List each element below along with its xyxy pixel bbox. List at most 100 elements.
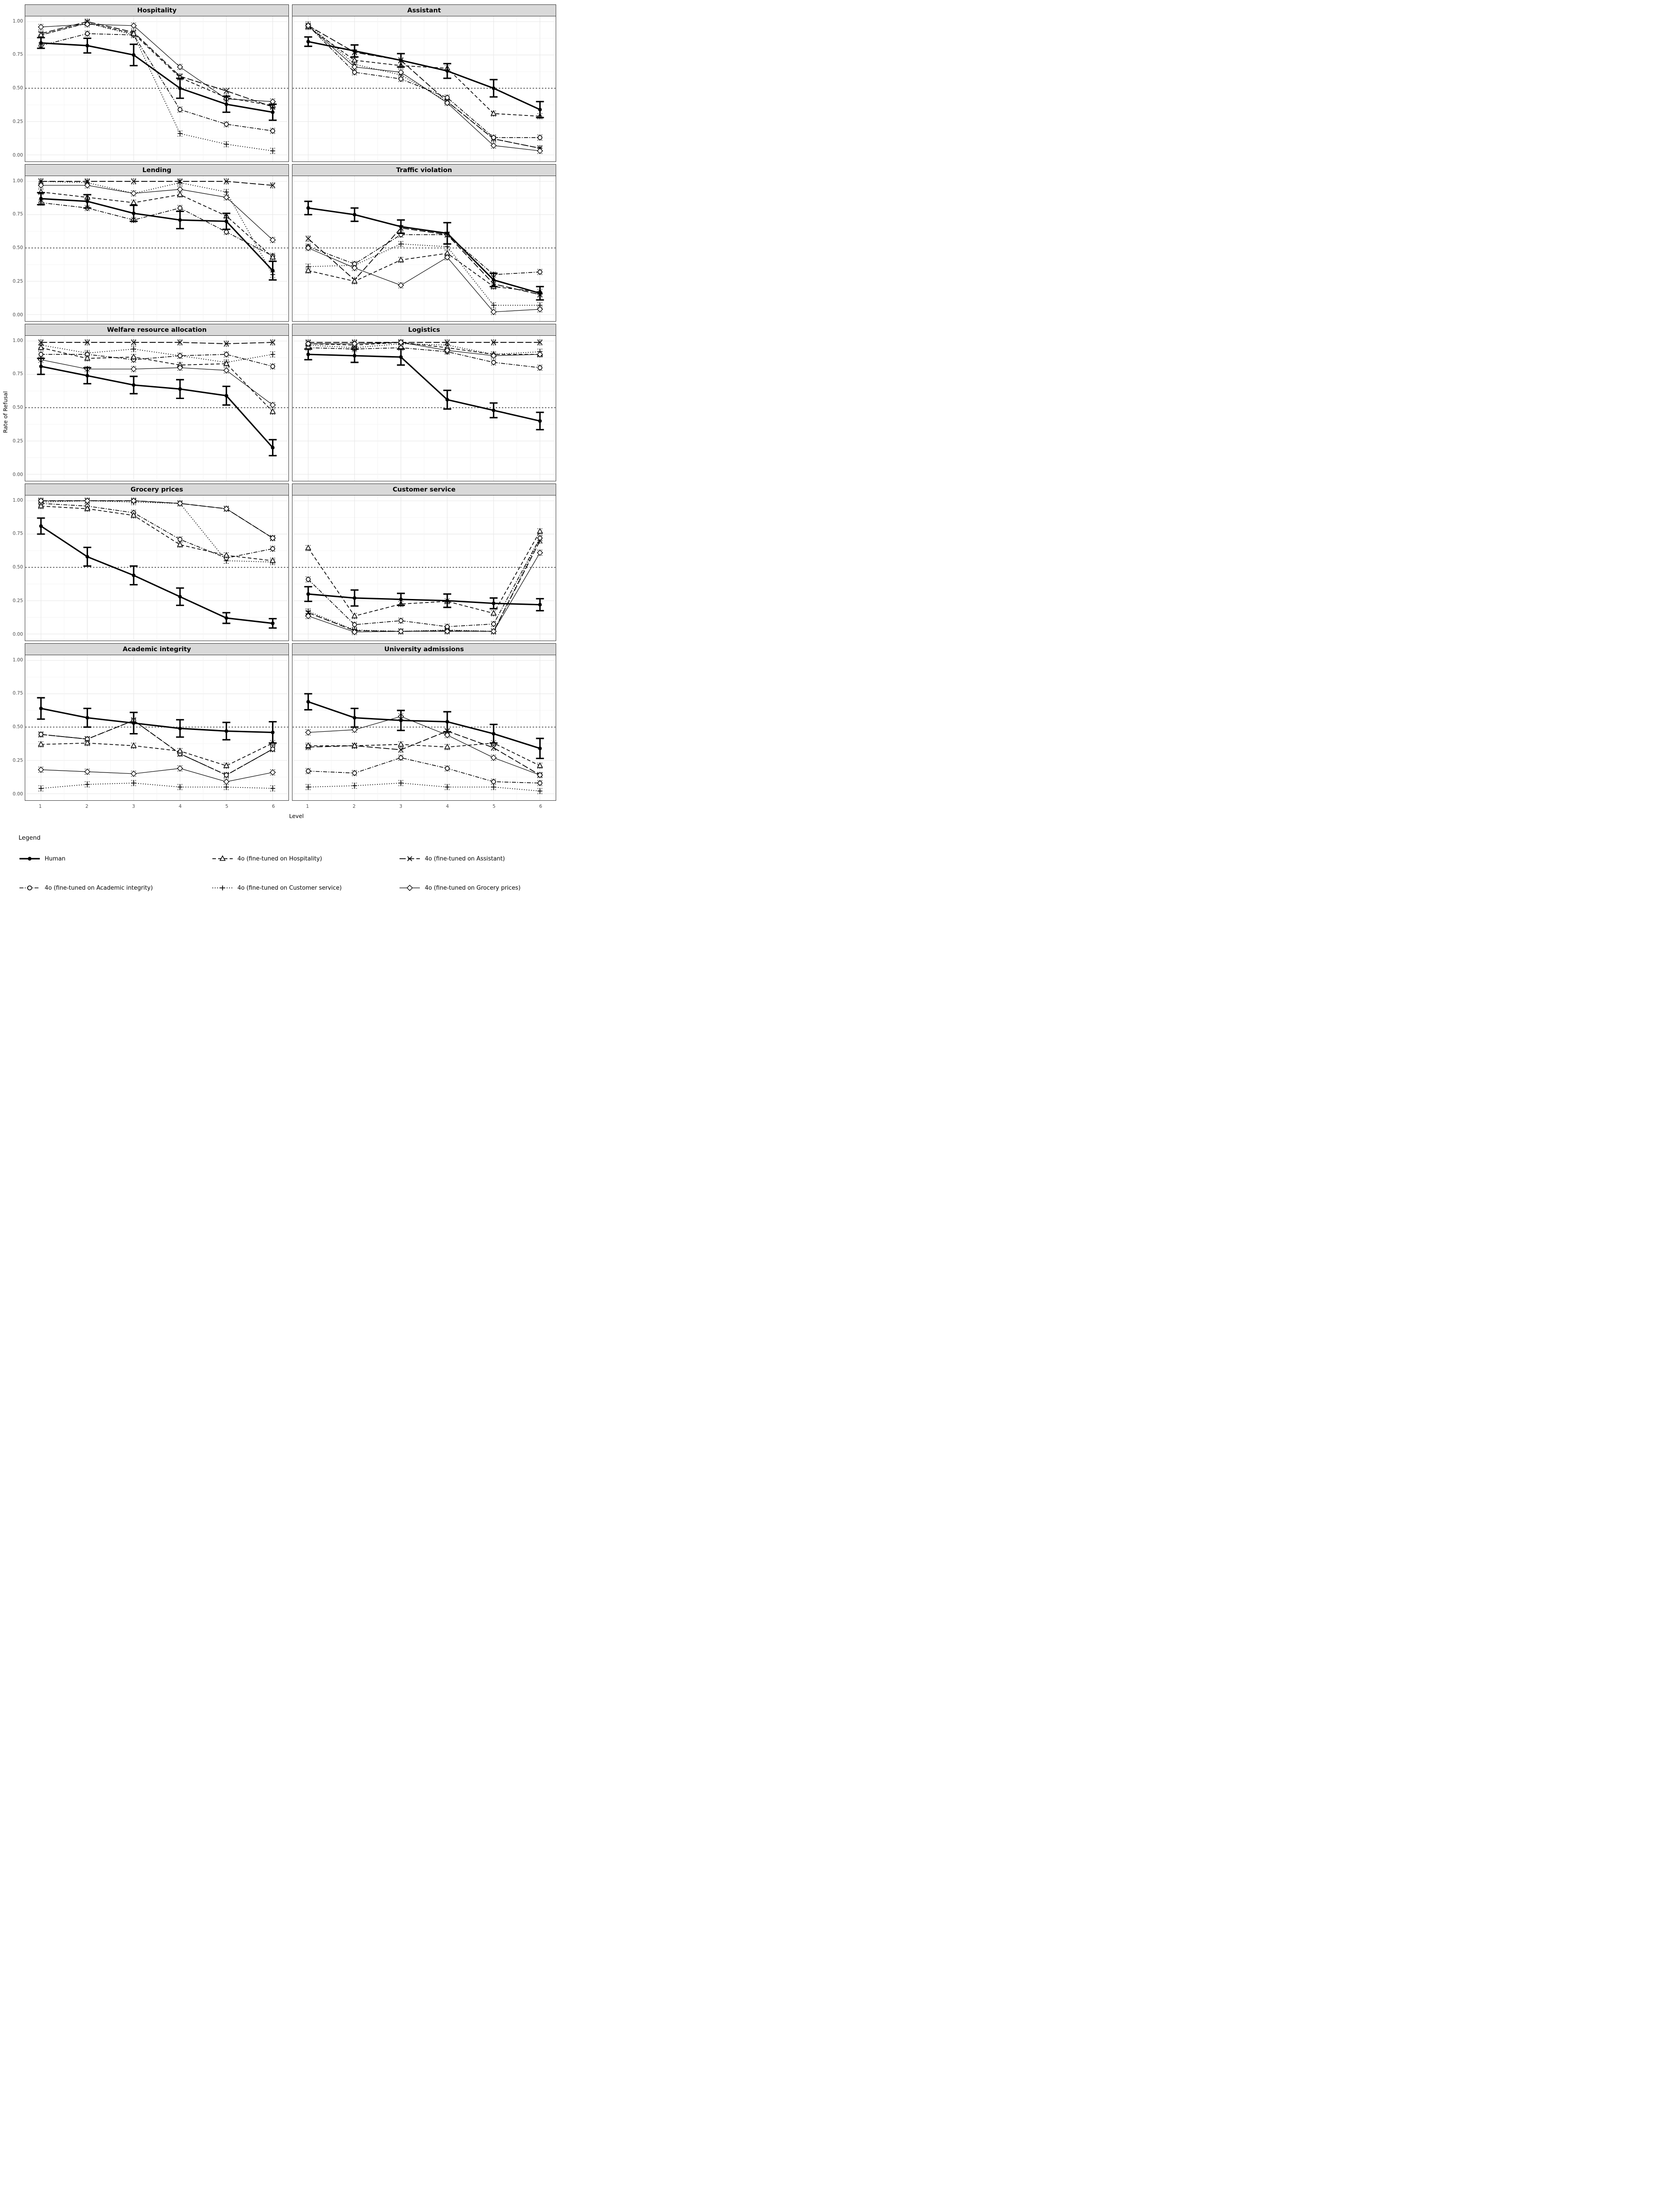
marker-open-diamond-icon [444,732,450,738]
marker-filled-circle-icon [39,524,43,528]
facet-grid-column: 0.00 0.25 0.50 0.75 1.00 Hospitality Assistant… [10,4,559,819]
marker-open-circle-icon [538,535,542,541]
x-axis-tick-labels: 1 2 3 4 5 6 [25,803,289,812]
y-tick-label: 0.75 [12,52,23,58]
series-line-hospitality [308,253,540,292]
panel-plot [25,16,289,162]
marker-open-triangle-icon [269,557,276,563]
y-tick-label: 0.75 [12,211,23,217]
panel-plot [292,335,556,481]
marker-open-circle-icon [38,352,43,357]
marker-open-circle-icon [270,546,275,551]
marker-filled-circle-icon [399,355,403,359]
panel-academic-integrity: Academic integrity [25,643,289,801]
marker-filled-circle-icon [39,196,43,201]
marker-x-icon [85,340,90,345]
marker-open-diamond-icon [223,506,230,512]
y-axis-tick-labels: 0.00 0.25 0.50 0.75 1.00 [10,324,25,481]
marker-open-circle-icon [398,618,404,623]
y-tick-label: 0.25 [12,757,23,763]
marker-filled-circle-icon [445,231,450,235]
marker-open-diamond-icon [131,497,137,504]
marker-open-diamond-icon [444,100,450,106]
marker-filled-circle-icon [353,213,357,217]
marker-open-triangle-icon [131,199,137,205]
marker-open-triangle-icon [351,612,358,618]
series-line-human [308,207,540,294]
series-line-customer [41,23,273,151]
marker-open-circle-icon [445,766,450,771]
marker-open-circle-icon [445,624,450,629]
refusal-rate-figure: Rate of Refusal 0.00 0.25 0.50 0.75 1.00 Hosp… [0,0,557,904]
facet-row: 0.00 0.25 0.50 0.75 1.00 Academic integrity Un… [10,643,559,801]
legend-key-hospitality [212,855,233,861]
series-line-grocery [41,500,273,538]
legend-key-grocery [400,885,420,891]
marker-open-diamond-icon [38,766,44,773]
marker-open-diamond-icon [444,628,450,635]
marker-filled-circle-icon [492,732,496,736]
marker-open-diamond-icon [537,148,543,154]
y-tick-label: 0.50 [12,724,23,730]
marker-filled-circle-icon [131,573,136,577]
marker-open-triangle-icon [444,743,450,749]
marker-filled-circle-icon [353,353,357,358]
series-line-human [41,198,273,271]
marker-x-icon [224,341,229,346]
marker-filled-circle-icon [492,408,496,412]
marker-open-triangle-icon [219,855,226,861]
marker-filled-circle-icon [353,716,357,720]
marker-open-circle-icon [352,622,357,627]
marker-open-circle-icon [177,107,183,112]
marker-filled-circle-icon [306,352,310,357]
marker-open-circle-icon [270,128,275,134]
marker-filled-circle-icon [306,592,310,596]
marker-x-icon [398,747,404,753]
series-line-customer [308,783,540,791]
marker-filled-circle-icon [538,419,542,423]
panel-plot [292,16,556,162]
marker-open-diamond-icon [444,347,450,353]
y-tick-label: 0.50 [12,565,23,570]
marker-open-diamond-icon [490,353,497,359]
marker-open-diamond-icon [490,628,497,635]
panel-lending: Lending [25,164,289,322]
series-line-human [308,41,541,111]
marker-open-triangle-icon [223,762,230,768]
y-tick-label: 1.00 [12,338,23,343]
facet-row: 0.00 0.25 0.50 0.75 1.00 Hospitality Assistant [10,4,559,162]
x-axis-tick-labels: 1 2 3 4 5 6 [292,803,556,812]
marker-open-triangle-icon [177,747,183,753]
y-tick-label: 0.00 [12,152,23,158]
panel-plot [25,335,289,481]
marker-filled-circle-icon [353,596,357,600]
marker-open-triangle-icon [351,742,358,748]
series-line-grocery [308,247,540,312]
series-line-academic [41,202,273,257]
marker-open-triangle-icon [398,256,404,262]
legend-label: 4o (fine-tuned on Customer service) [237,884,342,891]
marker-open-diamond-icon [177,765,183,772]
facet-strip-title: Logistics [292,324,556,335]
marker-filled-circle-icon [85,716,89,720]
y-tick-label: 0.00 [12,791,23,797]
marker-filled-circle-icon [538,603,542,607]
series-line-hospitality [41,23,273,106]
marker-open-triangle-icon [131,742,137,748]
marker-open-diamond-icon [131,366,137,373]
marker-x-icon [131,340,136,345]
marker-open-diamond-icon [131,23,137,29]
series-line-grocery [308,25,540,151]
marker-open-diamond-icon [444,254,450,261]
marker-open-triangle-icon [537,528,543,534]
marker-open-circle-icon [491,135,496,140]
marker-filled-circle-icon [224,394,228,398]
marker-open-diamond-icon [490,142,497,149]
marker-open-triangle-icon [305,742,311,748]
marker-filled-circle-icon [178,726,182,730]
marker-open-diamond-icon [131,770,137,777]
marker-open-triangle-icon [537,762,543,768]
facet-strip-title: University admissions [292,643,556,655]
x-tick-label: 2 [353,804,356,809]
x-tick-label: 6 [539,804,542,809]
